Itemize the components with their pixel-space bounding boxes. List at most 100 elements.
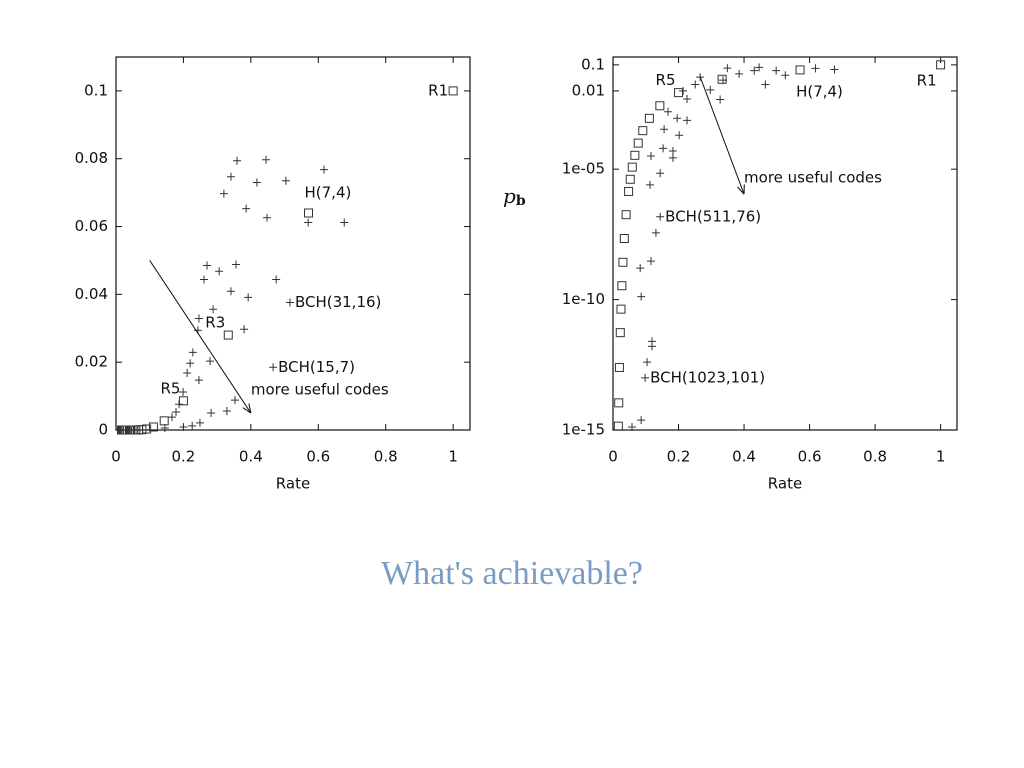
plus-marker <box>304 218 313 227</box>
arrow <box>699 76 744 194</box>
plus-marker <box>179 388 188 397</box>
y-tick-label: 0 <box>98 421 108 439</box>
plus-marker <box>735 69 744 78</box>
plus-marker <box>183 369 192 378</box>
plus-marker <box>673 114 682 123</box>
square-marker <box>674 88 684 98</box>
plus-marker <box>668 146 677 155</box>
square-marker <box>117 425 127 435</box>
y-axis-label-main: p <box>503 184 516 208</box>
y-tick-label: 0.06 <box>75 217 108 235</box>
annotation: R1 <box>917 71 937 89</box>
y-axis-label: pb <box>503 184 526 210</box>
square-marker <box>619 233 629 243</box>
annotation: R3 <box>205 314 225 332</box>
plus-marker <box>233 156 242 165</box>
square-marker <box>178 396 188 406</box>
y-tick-label: 1e-10 <box>562 290 605 308</box>
square-marker <box>638 126 648 136</box>
annotation: H(7,4) <box>796 82 843 100</box>
square-marker <box>936 60 946 70</box>
annotation: R5 <box>656 71 676 89</box>
plus-marker <box>656 169 665 178</box>
square-marker <box>621 210 631 220</box>
plus-marker <box>199 275 208 284</box>
plus-marker <box>781 71 790 80</box>
plus-marker <box>203 261 212 270</box>
square-marker <box>614 398 624 408</box>
square-marker <box>625 174 635 184</box>
plus-marker <box>637 416 646 425</box>
plus-marker <box>643 358 652 367</box>
square-marker <box>148 422 158 432</box>
square-marker <box>223 330 233 340</box>
square-marker <box>614 362 624 372</box>
plus-marker <box>719 76 728 85</box>
plus-marker <box>262 155 271 164</box>
x-tick-label: 0.6 <box>306 448 330 466</box>
plus-marker <box>675 131 684 140</box>
plus-marker <box>628 423 637 432</box>
plus-marker <box>226 287 235 296</box>
y-tick-label: 0.02 <box>75 353 108 371</box>
plus-marker <box>285 298 294 307</box>
plus-marker <box>660 125 669 134</box>
plus-marker <box>656 212 665 221</box>
plot-frame <box>612 56 958 431</box>
plus-marker <box>811 64 820 73</box>
y-tick-label: 1e-05 <box>562 160 605 178</box>
plus-marker <box>637 292 646 301</box>
plus-marker <box>340 218 349 227</box>
plus-marker <box>242 204 251 213</box>
marks <box>613 60 946 432</box>
square-marker <box>618 257 628 267</box>
x-axis-label: Rate <box>768 475 802 493</box>
x-tick-label: 0.4 <box>732 448 756 466</box>
plus-marker <box>320 165 329 174</box>
plus-marker <box>659 144 668 153</box>
plus-marker <box>683 95 692 104</box>
plus-marker <box>683 116 692 125</box>
x-tick-label: 1 <box>936 448 946 466</box>
slide-caption: What's achievable? <box>381 555 643 592</box>
plus-marker <box>263 213 272 222</box>
plot-frame <box>115 56 471 431</box>
plus-marker <box>222 407 231 416</box>
square-marker <box>624 186 634 196</box>
x-tick-label: 0.6 <box>798 448 822 466</box>
square-marker <box>627 162 637 172</box>
plus-marker <box>231 396 240 405</box>
plus-marker <box>175 400 184 409</box>
x-tick-label: 0.8 <box>374 448 398 466</box>
plus-marker <box>636 264 645 273</box>
plus-marker <box>651 228 660 237</box>
x-tick-label: 0.4 <box>239 448 263 466</box>
arrow <box>149 260 251 413</box>
plus-marker <box>209 305 218 314</box>
square-marker <box>616 304 626 314</box>
plus-marker <box>716 95 725 104</box>
plus-marker <box>244 293 253 302</box>
arrow-label: more useful codes <box>744 169 882 187</box>
square-marker <box>304 208 314 218</box>
square-marker <box>448 86 458 96</box>
y-tick-label: 0.08 <box>75 149 108 167</box>
annotation: R5 <box>160 379 180 397</box>
plus-marker <box>207 409 216 418</box>
plus-marker <box>647 342 656 351</box>
x-tick-label: 0.2 <box>171 448 195 466</box>
plus-marker <box>706 85 715 94</box>
y-tick-label: 0.1 <box>581 55 605 73</box>
plus-marker <box>167 413 176 422</box>
marks <box>117 86 458 435</box>
plus-marker <box>195 418 204 427</box>
plus-marker <box>179 422 188 431</box>
x-tick-label: 1 <box>448 448 458 466</box>
square-marker <box>644 113 654 123</box>
annotation: BCH(1023,101) <box>650 368 765 386</box>
plus-marker <box>188 421 197 430</box>
plus-marker <box>647 152 656 161</box>
plus-marker <box>186 359 195 368</box>
square-marker <box>617 281 627 291</box>
y-tick-label: 0.04 <box>75 285 108 303</box>
